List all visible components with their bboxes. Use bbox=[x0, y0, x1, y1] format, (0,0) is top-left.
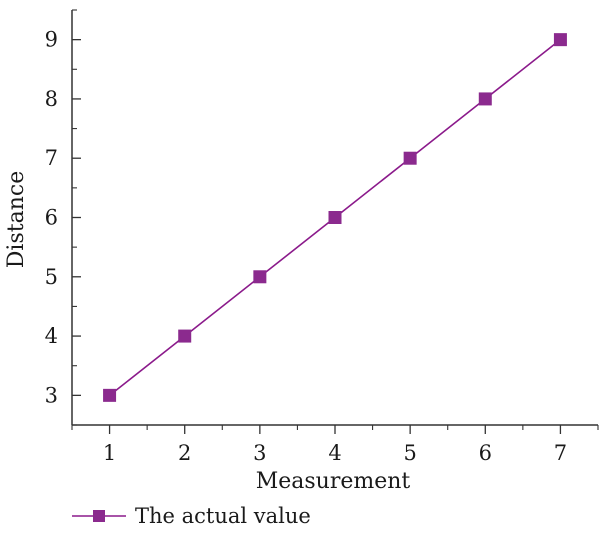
y-tick-label: 5 bbox=[45, 265, 58, 289]
y-tick-label: 9 bbox=[45, 28, 58, 52]
data-point-marker bbox=[328, 211, 342, 224]
data-point-marker bbox=[103, 388, 117, 402]
data-point-marker bbox=[478, 92, 492, 106]
y-tick-label: 6 bbox=[45, 206, 58, 230]
y-tick-label: 8 bbox=[45, 87, 58, 111]
legend-series-label: The actual value bbox=[135, 504, 311, 528]
x-tick-label: 5 bbox=[403, 441, 416, 465]
data-point-marker bbox=[553, 33, 567, 47]
x-axis-title: Measurement bbox=[256, 469, 411, 494]
x-tick-label: 1 bbox=[103, 441, 116, 465]
data-point-marker bbox=[253, 270, 267, 284]
x-tick-label: 2 bbox=[178, 441, 191, 465]
x-tick-label: 6 bbox=[479, 441, 492, 465]
y-axis-ticks: 3 4 5 6 7 8 9 bbox=[45, 9, 81, 426]
y-axis-title: Distance bbox=[4, 171, 29, 268]
y-tick-label: 4 bbox=[45, 324, 58, 348]
data-point-marker bbox=[403, 151, 417, 165]
x-tick-label: 3 bbox=[253, 441, 266, 465]
legend: The actual value bbox=[72, 504, 311, 528]
x-tick-label: 4 bbox=[328, 441, 341, 465]
legend-series-marker bbox=[93, 510, 105, 522]
series-layer bbox=[103, 33, 567, 402]
x-tick-label: 7 bbox=[554, 441, 567, 465]
plot-area: 3 4 5 6 7 8 9 1 2 3 4 5 6 7 bbox=[45, 9, 599, 465]
x-axis-ticks: 1 2 3 4 5 6 7 bbox=[71, 425, 599, 465]
y-tick-label: 3 bbox=[45, 383, 58, 407]
y-tick-label: 7 bbox=[45, 146, 58, 170]
data-point-marker bbox=[178, 329, 192, 343]
